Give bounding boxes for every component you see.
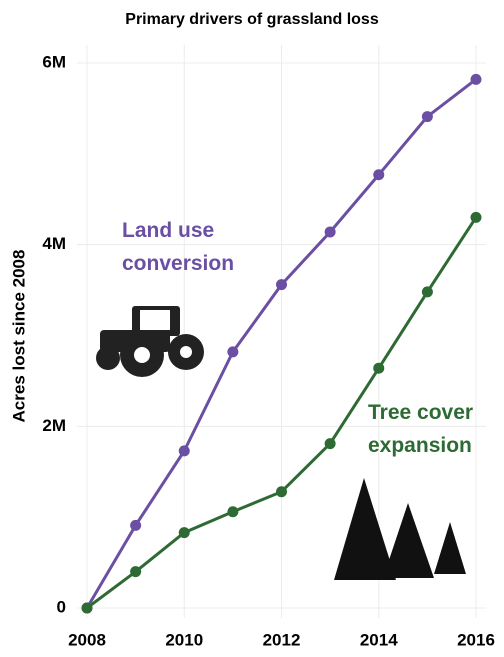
x-tick-label: 2014 <box>360 630 398 649</box>
data-point <box>276 486 287 497</box>
y-tick-label: 2M <box>42 416 66 435</box>
x-tick-label: 2010 <box>165 630 203 649</box>
series-label: Tree cover expansion <box>368 396 498 462</box>
data-point <box>373 169 384 180</box>
tractor-icon <box>96 306 204 377</box>
y-axis-label: Acres lost since 2008 <box>9 250 28 423</box>
data-point <box>422 286 433 297</box>
data-point <box>82 603 93 614</box>
data-point <box>471 74 482 85</box>
y-tick-label: 0 <box>57 597 66 616</box>
data-point <box>325 438 336 449</box>
data-point <box>276 279 287 290</box>
chart-title: Primary drivers of grassland loss <box>125 11 379 28</box>
data-point <box>130 566 141 577</box>
y-tick-label: 6M <box>42 52 66 71</box>
data-point <box>130 520 141 531</box>
data-point <box>179 445 190 456</box>
data-point <box>227 506 238 517</box>
x-tick-label: 2016 <box>457 630 495 649</box>
y-tick-label: 4M <box>42 234 66 253</box>
data-point <box>471 212 482 223</box>
series-label: Land use conversion <box>122 214 262 280</box>
trees-icon <box>334 478 466 580</box>
x-tick-label: 2012 <box>263 630 301 649</box>
x-tick-label: 2008 <box>68 630 106 649</box>
chart-root: Primary drivers of grassland loss Acres … <box>0 0 504 657</box>
data-point <box>179 527 190 538</box>
data-point <box>227 346 238 357</box>
data-point <box>325 226 336 237</box>
data-point <box>373 363 384 374</box>
chart: Primary drivers of grassland loss Acres … <box>0 0 504 657</box>
data-point <box>422 111 433 122</box>
